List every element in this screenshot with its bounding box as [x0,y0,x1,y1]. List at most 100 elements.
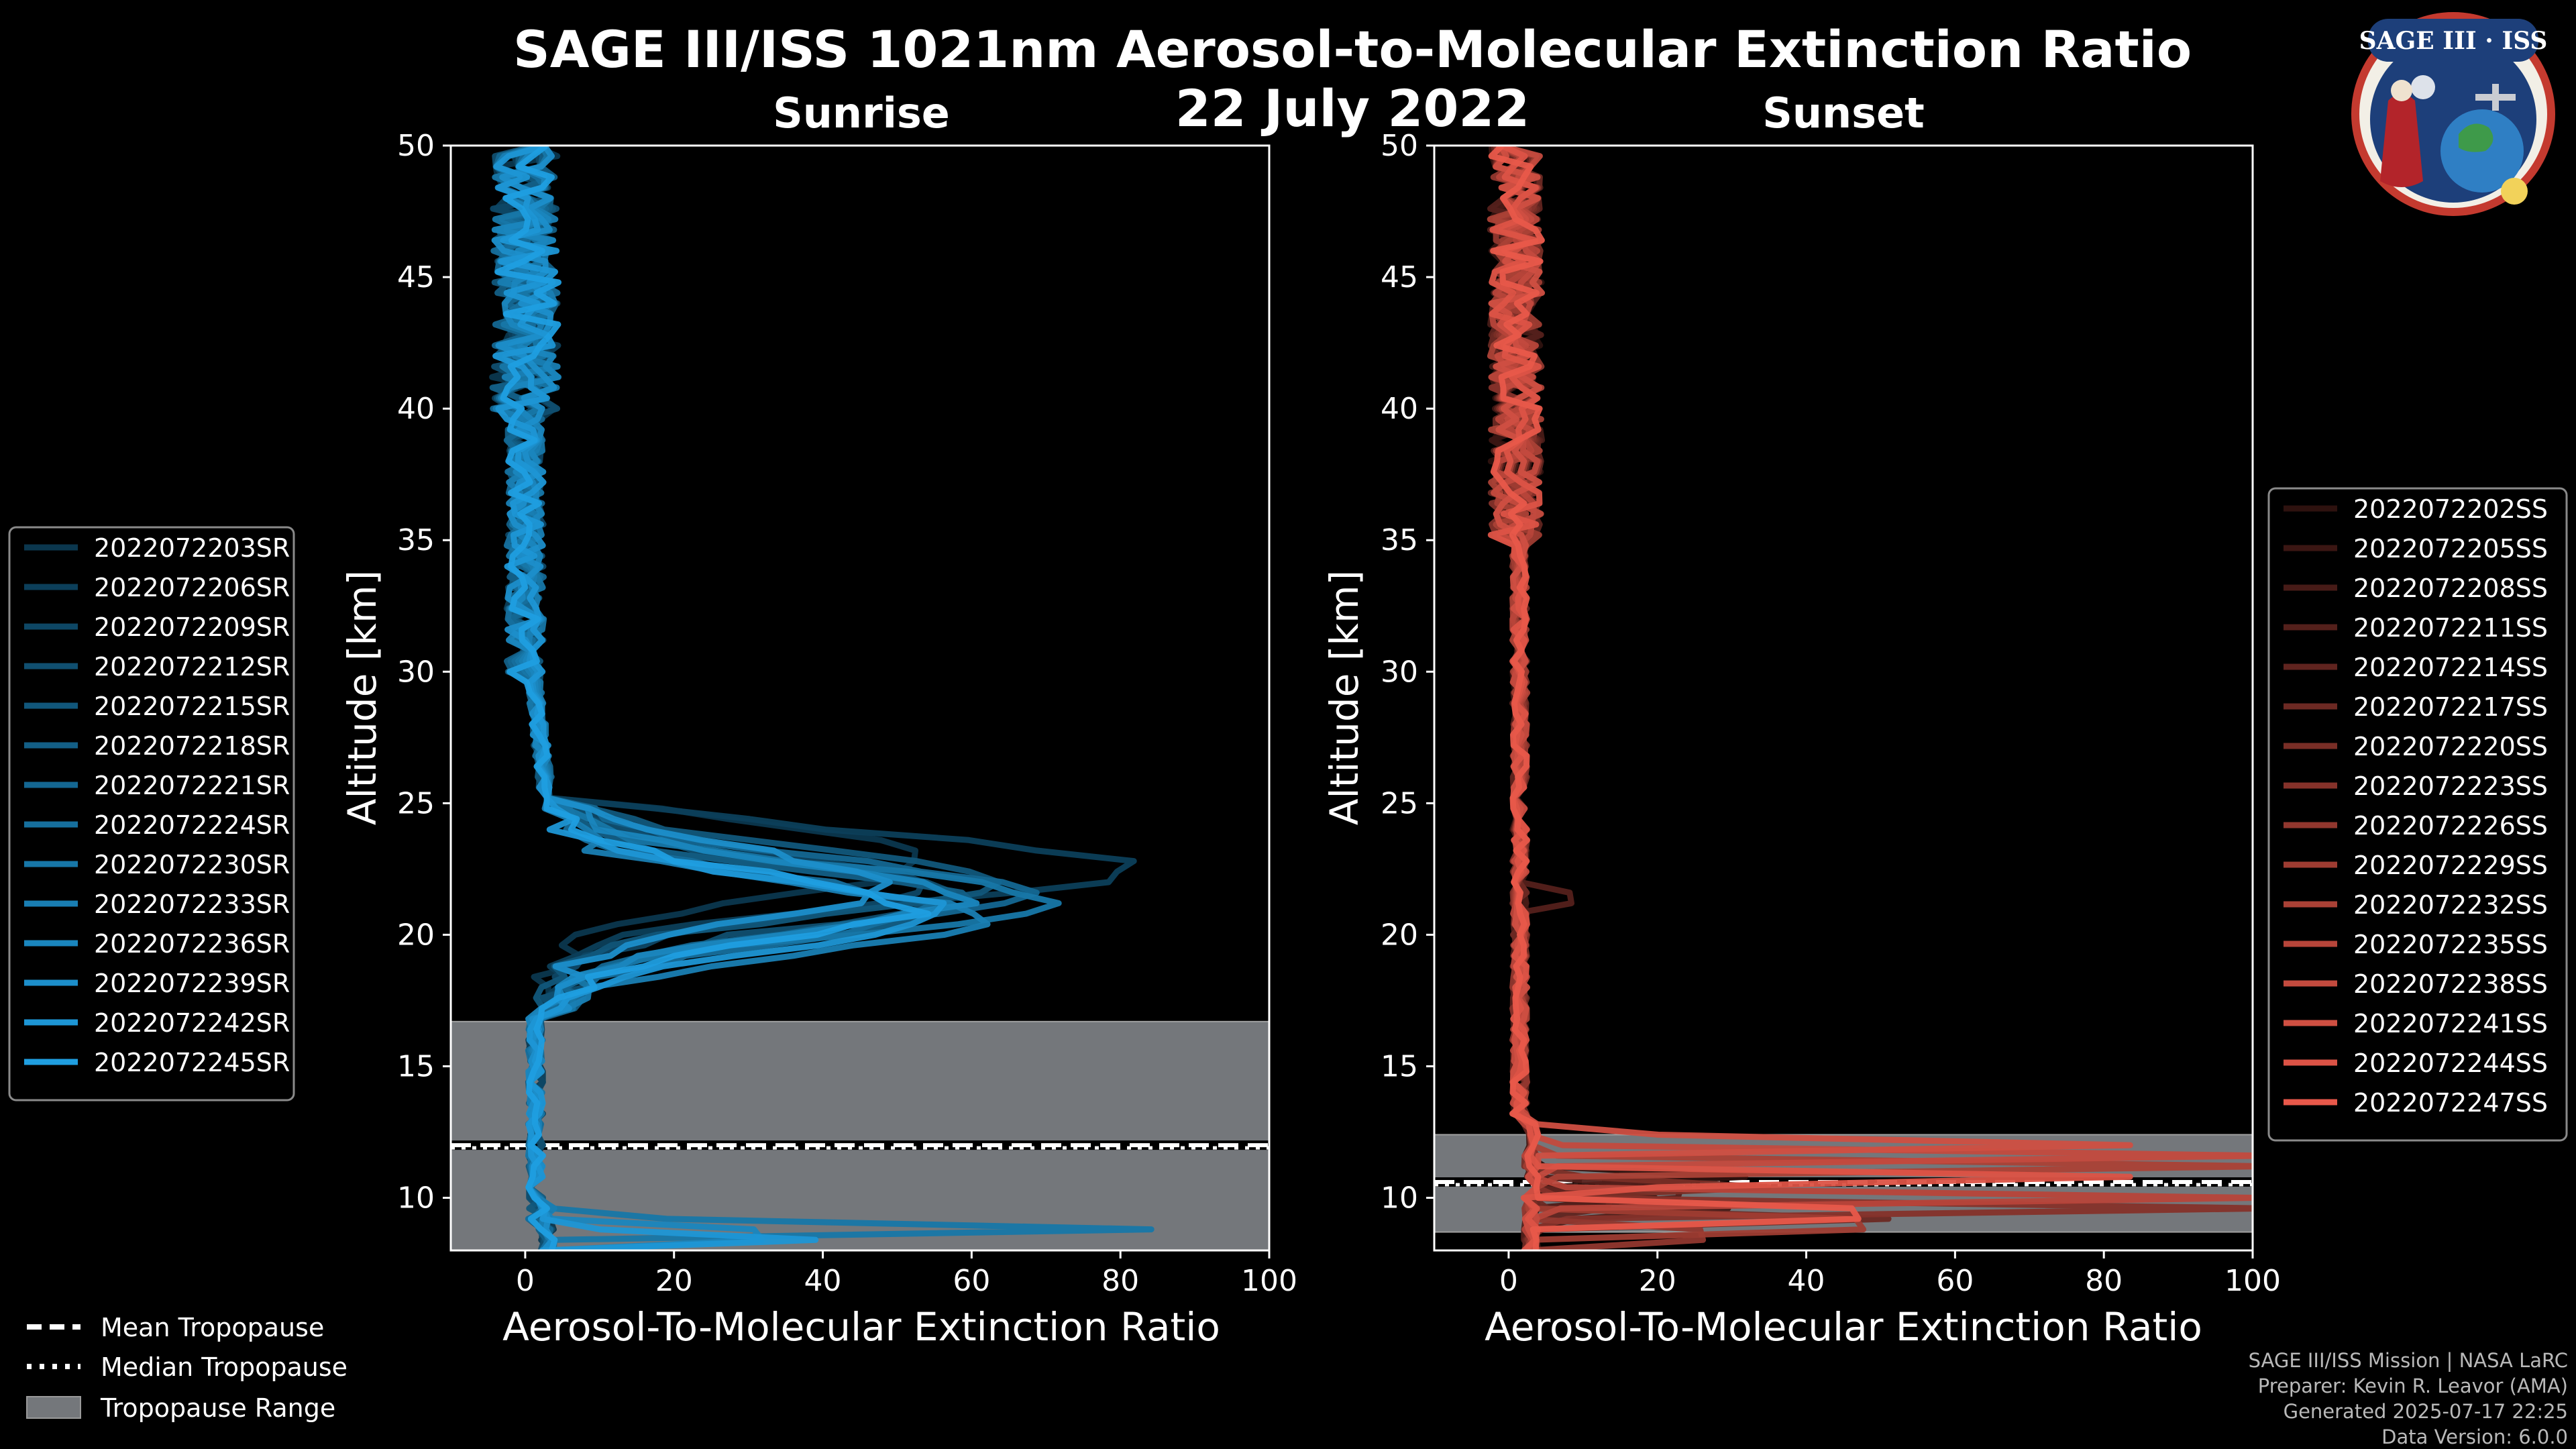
sunset-y-ticks: 10 15 20 25 30 35 40 45 50 [1381,129,1434,1216]
legend-frame [2267,487,2568,1142]
sunrise-xlabel: Aerosol-To-Molecular Extinction Ratio [502,1304,1220,1350]
y-tick-label: 10 [397,1181,435,1216]
sunrise-y-ticks: 10 15 20 25 30 35 40 45 50 [397,129,451,1216]
badge-text: SAGE III · ISS [2359,27,2548,55]
x-tick-label: 20 [655,1264,693,1298]
legend-label: 2022072229SS [2353,851,2548,880]
sunset-panel: Sunset 10 15 20 25 30 35 40 45 50 0 20 40 60 80 100 A… [1322,89,2281,1350]
x-tick-label: 100 [2224,1264,2281,1298]
tropopause-range-band [450,1020,1270,1251]
moon-icon [2411,75,2435,99]
legend-label: 2022072205SS [2353,534,2548,564]
sun-icon [2501,178,2528,205]
mean-tropopause-label: Mean Tropopause [101,1313,324,1342]
legend-label: 2022072242SR [94,1008,290,1038]
sunrise-x-ticks: 0 20 40 60 80 100 [516,1250,1297,1298]
x-tick-label: 100 [1241,1264,1297,1298]
legend-label: 2022072239SR [94,969,290,998]
sunset-legend: 2022072202SS 2022072205SS 2022072208SS 2022… [2267,487,2568,1142]
legend-label: 2022072233SR [94,890,290,919]
legend-label: 2022072214SS [2353,653,2548,682]
x-tick-label: 0 [516,1264,535,1298]
legend-label: 2022072235SS [2353,930,2548,959]
legend-label: 2022072223SS [2353,771,2548,801]
scientist-figure-icon [2380,94,2423,187]
legend-label: 2022072215SR [94,692,290,721]
legend-label: 2022072241SS [2353,1009,2548,1038]
x-tick-label: 40 [1788,1264,1825,1298]
y-tick-label: 25 [397,786,435,820]
legend-label: 2022072220SS [2353,732,2548,761]
x-tick-label: 60 [1936,1264,1974,1298]
y-tick-label: 25 [1381,786,1418,820]
sage-mission-badge: SAGE III · ISS [2351,12,2555,216]
y-tick-label: 15 [397,1050,435,1084]
y-tick-label: 45 [1381,260,1418,294]
footer-mission: SAGE III/ISS Mission | NASA LaRC [2249,1349,2568,1372]
x-tick-label: 60 [953,1264,990,1298]
x-tick-label: 0 [1499,1264,1518,1298]
legend-label: 2022072218SR [94,731,290,761]
sunrise-ylabel: Altitude [km] [339,570,385,825]
legend-label: 2022072245SR [94,1048,290,1077]
legend-label: 2022072221SR [94,771,290,800]
sunset-title: Sunset [1762,89,1925,138]
y-tick-label: 40 [1381,392,1418,426]
x-tick-label: 20 [1639,1264,1676,1298]
x-tick-label: 80 [1102,1264,1139,1298]
legend-label: 2022072232SS [2353,890,2548,920]
y-tick-label: 20 [397,918,435,952]
y-tick-label: 50 [397,129,435,163]
profile-line-2022072247SS [1488,146,1862,1250]
footer: SAGE III/ISS Mission | NASA LaRC Prepare… [2249,1349,2568,1448]
y-tick-label: 30 [397,655,435,689]
legend-frame [8,526,295,1102]
legend-label: 2022072217SS [2353,692,2548,722]
legend-label: 2022072226SS [2353,811,2548,841]
tropopause-range-swatch [26,1396,81,1419]
footer-data-version: Data Version: 6.0.0 [2381,1426,2568,1448]
tropopause-legend: Mean Tropopause Median Tropopause Tropop… [26,1313,347,1423]
legend-label: 2022072206SR [94,573,290,602]
median-tropopause-label: Median Tropopause [101,1352,347,1382]
sunset-axes-frame [1433,144,2254,1252]
y-tick-label: 35 [397,523,435,557]
y-tick-label: 15 [1381,1050,1418,1084]
legend-label: 2022072244SS [2353,1049,2548,1078]
legend-label: 2022072212SR [94,652,290,682]
legend-label: 2022072211SS [2353,613,2548,643]
legend-label: 2022072202SS [2353,494,2548,524]
x-tick-label: 40 [804,1264,842,1298]
sunrise-axes-frame [449,144,1271,1252]
legend-label: 2022072247SS [2353,1088,2548,1118]
legend-label: 2022072230SR [94,850,290,879]
y-tick-label: 10 [1381,1181,1418,1216]
sunrise-title: Sunrise [773,89,950,138]
y-tick-label: 50 [1381,129,1418,163]
legend-label: 2022072203SR [94,533,290,563]
legend-label: 2022072209SR [94,612,290,642]
legend-label: 2022072236SR [94,929,290,959]
legend-label: 2022072208SS [2353,574,2548,603]
y-tick-label: 35 [1381,523,1418,557]
sunrise-tropopause [450,1020,1270,1251]
x-tick-label: 80 [2085,1264,2123,1298]
tropopause-range-label: Tropopause Range [100,1393,335,1423]
legend-label: 2022072224SR [94,810,290,840]
footer-generated: Generated 2025-07-17 22:25 [2284,1400,2568,1423]
y-tick-label: 40 [397,392,435,426]
y-tick-label: 45 [397,260,435,294]
figure-title: SAGE III/ISS 1021nm Aerosol-to-Molecular… [513,19,2192,79]
sunset-x-ticks: 0 20 40 60 80 100 [1499,1250,2281,1298]
sunrise-legend: 2022072203SR 2022072206SR 2022072209SR 2022… [8,526,295,1102]
y-tick-label: 30 [1381,655,1418,689]
figure-date: 22 July 2022 [1175,78,1529,138]
footer-preparer: Preparer: Kevin R. Leavor (AMA) [2258,1375,2568,1397]
y-tick-label: 20 [1381,918,1418,952]
sunset-ylabel: Altitude [km] [1322,570,1367,825]
sunset-xlabel: Aerosol-To-Molecular Extinction Ratio [1485,1304,2202,1350]
legend-label: 2022072238SS [2353,969,2548,999]
profile-line-2022072245SR [494,146,932,1250]
